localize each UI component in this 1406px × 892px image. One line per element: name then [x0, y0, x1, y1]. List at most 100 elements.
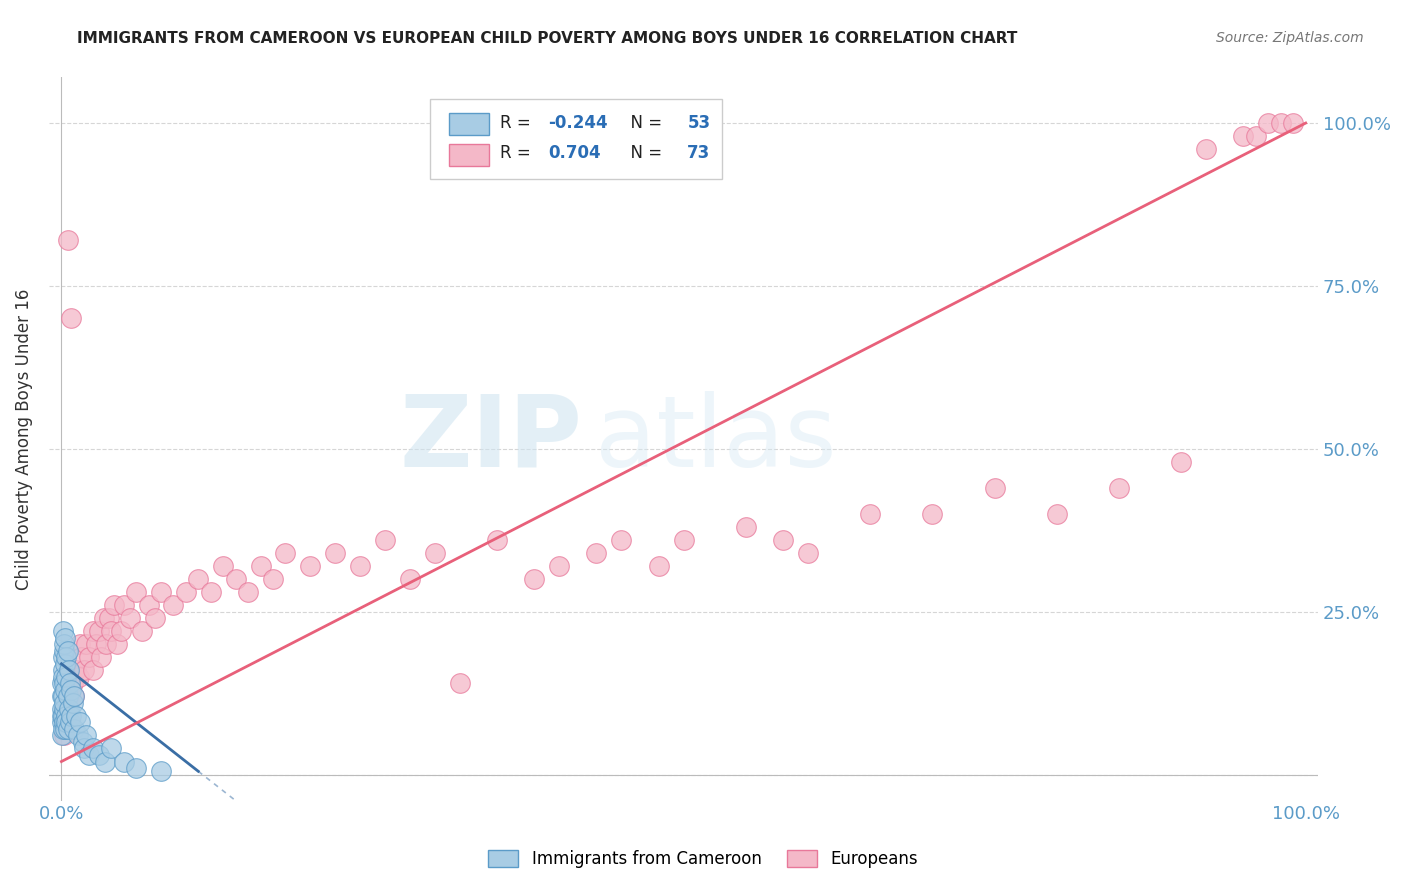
Point	[56, 233, 79, 247]
Text: 73: 73	[688, 145, 710, 162]
Point	[51, 709, 73, 723]
Point	[59, 676, 82, 690]
Point	[449, 676, 471, 690]
Point	[55, 715, 77, 730]
Point	[797, 546, 820, 560]
Point	[52, 722, 75, 736]
Point	[112, 598, 135, 612]
Point	[52, 663, 75, 677]
Point	[672, 533, 695, 547]
Point	[398, 572, 420, 586]
Point	[93, 611, 115, 625]
Text: N =: N =	[620, 145, 668, 162]
Point	[62, 676, 84, 690]
Point	[52, 709, 75, 723]
Point	[485, 533, 508, 547]
Point	[58, 690, 80, 704]
Point	[82, 741, 104, 756]
Point	[143, 611, 166, 625]
Point	[983, 481, 1005, 495]
Point	[87, 624, 110, 639]
Point	[149, 764, 172, 779]
Point	[52, 715, 75, 730]
Point	[51, 715, 73, 730]
Point	[274, 546, 297, 560]
Legend: Immigrants from Cameroon, Europeans: Immigrants from Cameroon, Europeans	[482, 843, 924, 875]
Point	[323, 546, 346, 560]
Point	[131, 624, 153, 639]
Point	[100, 741, 122, 756]
Point	[249, 559, 271, 574]
Text: R =: R =	[499, 145, 541, 162]
Text: -0.244: -0.244	[548, 114, 607, 132]
Text: 53: 53	[688, 114, 710, 132]
Point	[548, 559, 571, 574]
Point	[52, 670, 75, 684]
Point	[262, 572, 284, 586]
Text: ZIP: ZIP	[399, 391, 582, 488]
Point	[585, 546, 607, 560]
Point	[53, 631, 76, 645]
Point	[60, 311, 83, 326]
Point	[73, 663, 96, 677]
Point	[75, 637, 97, 651]
Point	[125, 761, 148, 775]
Point	[225, 572, 247, 586]
Point	[84, 637, 107, 651]
Point	[63, 690, 86, 704]
Point	[423, 546, 446, 560]
Point	[100, 624, 122, 639]
Point	[97, 611, 120, 625]
Point	[58, 702, 80, 716]
Point	[51, 676, 73, 690]
Point	[51, 702, 73, 716]
Point	[734, 520, 756, 534]
Point	[1232, 129, 1254, 144]
Point	[82, 624, 104, 639]
Point	[63, 722, 86, 736]
Point	[921, 507, 943, 521]
Point	[772, 533, 794, 547]
Point	[60, 682, 83, 697]
Text: R =: R =	[499, 114, 536, 132]
Point	[1046, 507, 1069, 521]
Point	[1170, 455, 1192, 469]
Point	[66, 729, 89, 743]
Point	[69, 637, 91, 651]
Point	[103, 598, 125, 612]
Point	[82, 663, 104, 677]
Point	[56, 722, 79, 736]
Point	[107, 637, 129, 651]
Point	[53, 696, 76, 710]
Point	[1108, 481, 1130, 495]
Point	[58, 663, 80, 677]
Point	[65, 709, 87, 723]
Point	[138, 598, 160, 612]
Point	[52, 624, 75, 639]
Point	[299, 559, 322, 574]
Point	[55, 650, 77, 665]
Point	[63, 690, 86, 704]
Point	[110, 624, 132, 639]
Point	[52, 644, 75, 658]
Point	[67, 670, 90, 684]
Point	[65, 663, 87, 677]
Point	[59, 715, 82, 730]
Point	[174, 585, 197, 599]
Point	[52, 676, 75, 690]
Point	[52, 729, 75, 743]
Text: Source: ZipAtlas.com: Source: ZipAtlas.com	[1216, 31, 1364, 45]
Point	[51, 690, 73, 704]
Point	[187, 572, 209, 586]
Point	[75, 729, 97, 743]
Point	[70, 650, 93, 665]
Point	[200, 585, 222, 599]
Point	[1244, 129, 1267, 144]
Point	[55, 709, 77, 723]
Point	[859, 507, 882, 521]
Point	[72, 735, 94, 749]
Text: atlas: atlas	[595, 391, 837, 488]
Point	[60, 709, 83, 723]
Point	[69, 715, 91, 730]
Point	[52, 690, 75, 704]
